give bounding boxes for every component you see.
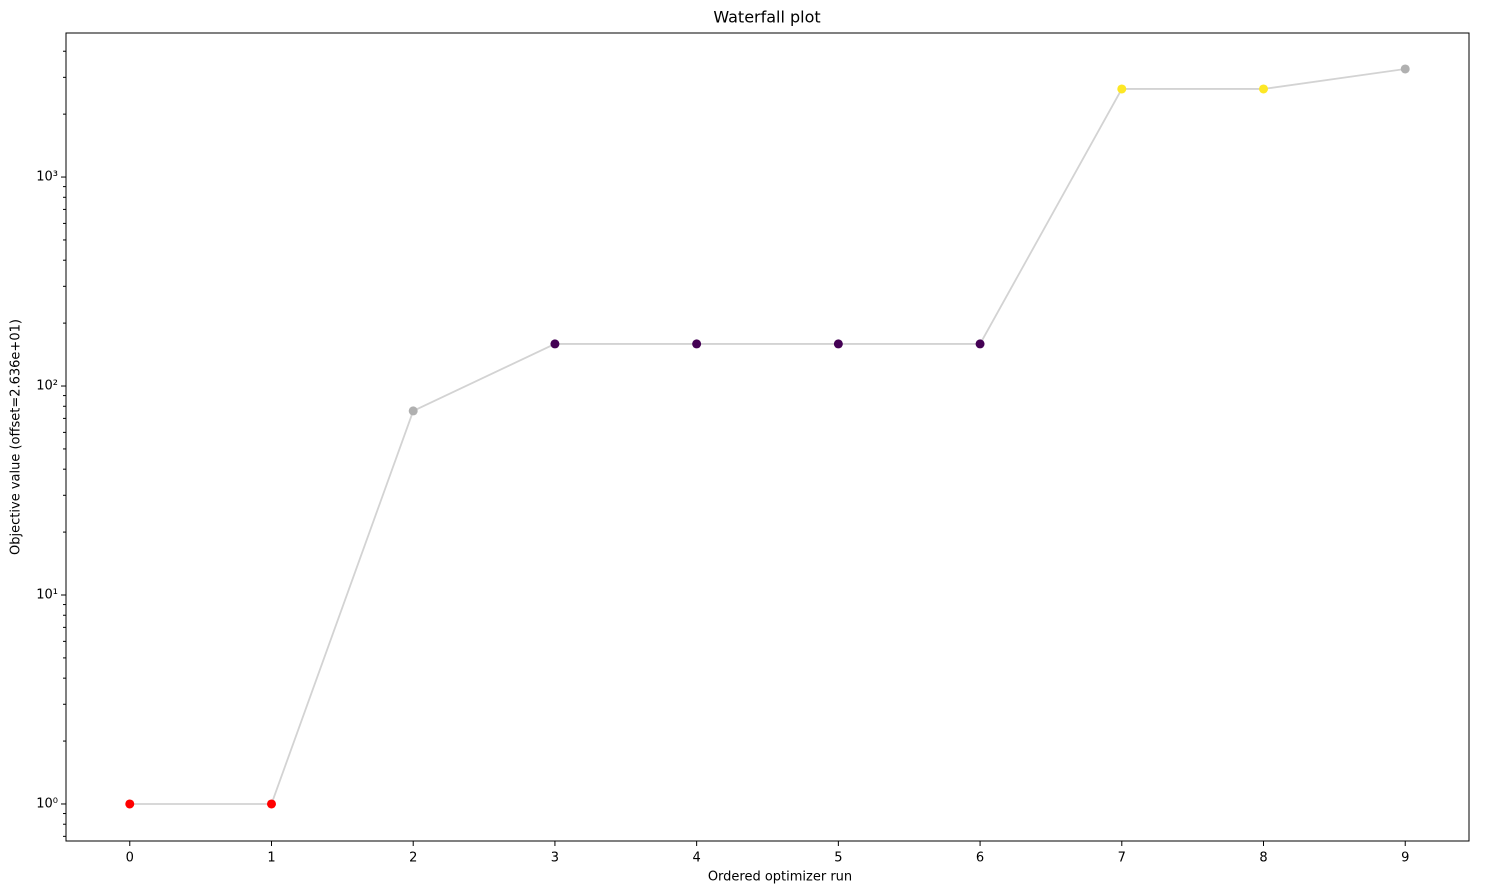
point (1400, 64, 1410, 74)
x-tick-label: 9 (1401, 851, 1409, 866)
series-line (129, 68, 1406, 805)
chart-title: Waterfall plot (713, 8, 820, 27)
x-tick-label: 6 (976, 851, 984, 866)
point (975, 339, 985, 349)
point (1117, 84, 1127, 94)
x-tick-label: 5 (834, 851, 842, 866)
y-axis-label: Objective value (offset=2.636e+01) (9, 319, 24, 555)
point (266, 799, 276, 809)
x-axis-label: Ordered optimizer run (708, 870, 852, 885)
point (125, 799, 135, 809)
point (1259, 84, 1269, 94)
x-tick-label: 2 (409, 851, 417, 866)
plot-frame (65, 32, 1470, 842)
point (692, 339, 702, 349)
x-tick-label: 8 (1259, 851, 1267, 866)
y-tick-label: 10¹ (36, 587, 58, 602)
x-tick-label: 7 (1118, 851, 1126, 866)
x-tick-label: 3 (551, 851, 559, 866)
point (408, 406, 418, 416)
y-tick-label: 10⁰ (36, 796, 58, 811)
point (550, 339, 560, 349)
x-tick-label: 1 (267, 851, 275, 866)
point (833, 339, 843, 349)
y-tick-label: 10² (36, 379, 58, 394)
x-tick-label: 0 (126, 851, 134, 866)
x-tick-label: 4 (693, 851, 701, 866)
y-tick-label: 10³ (36, 170, 58, 185)
